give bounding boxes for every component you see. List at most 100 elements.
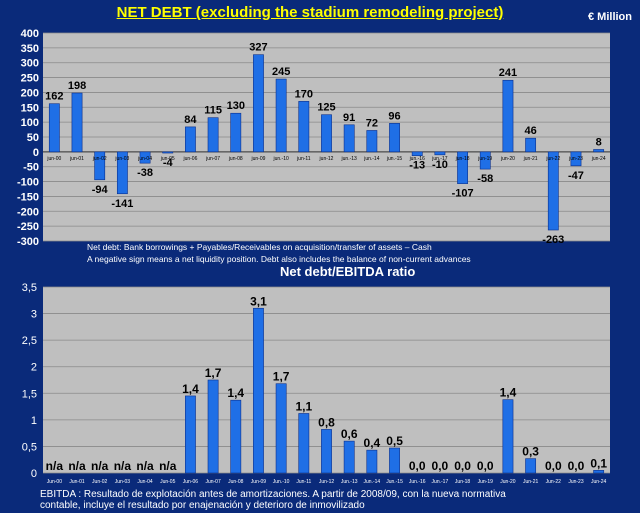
bar: [479, 151, 491, 170]
y-tick-label: 0: [31, 468, 37, 480]
x-tick-label: jun-05: [160, 156, 175, 162]
data-label: 115: [204, 105, 222, 117]
x-tick-label: jun-00: [46, 156, 61, 162]
data-label: 1,4: [500, 386, 517, 400]
x-tick-label: Jun.-13: [341, 479, 358, 485]
bar: [411, 151, 423, 157]
ratio-chart-title: Net debt/EBITDA ratio: [280, 264, 416, 279]
data-label: n/a: [46, 459, 64, 473]
data-label: 91: [343, 112, 355, 124]
x-tick-label: Jun-24: [591, 479, 607, 485]
x-tick-label: jun-18: [455, 156, 470, 162]
bar: [343, 124, 355, 153]
x-tick-label: Jun-11: [296, 479, 311, 485]
x-tick-label: jun-09: [251, 156, 266, 162]
x-tick-label: jun-22: [545, 156, 560, 162]
data-label: 72: [366, 117, 378, 129]
data-label: n/a: [68, 459, 86, 473]
data-label: -94: [92, 184, 109, 196]
x-tick-label: jun-04: [137, 156, 152, 162]
bar: [207, 379, 219, 474]
x-tick-label: jun-07: [205, 156, 220, 162]
x-tick-label: jun-02: [92, 156, 107, 162]
unit-label: € Million: [588, 11, 632, 23]
ebitda-footnote-line1: EBITDA : Resultado de explotación antes …: [40, 489, 506, 500]
x-tick-label: jun.-13: [341, 156, 358, 162]
x-tick-label: jun-20: [500, 156, 515, 162]
bar: [343, 440, 355, 474]
bar: [116, 151, 128, 195]
bar: [185, 126, 196, 153]
x-tick-label: Jun.-14: [364, 479, 381, 485]
data-label: 8: [596, 136, 602, 148]
data-label: 0,1: [590, 456, 607, 470]
data-label: 3,1: [250, 294, 267, 308]
y-tick-label: 3,5: [22, 282, 37, 294]
bar: [230, 399, 242, 474]
bar: [389, 447, 400, 474]
data-label: 125: [317, 102, 335, 114]
x-tick-label: Jun-02: [92, 479, 108, 485]
data-label: 0,5: [386, 434, 403, 448]
bar: [275, 78, 287, 153]
x-tick-label: Jun-22: [546, 479, 562, 485]
data-label: 0,0: [409, 459, 426, 473]
x-tick-label: jun.-17: [431, 156, 448, 162]
data-label: 1,1: [295, 399, 312, 413]
bar: [321, 114, 332, 153]
data-label: -263: [542, 234, 564, 246]
data-label: n/a: [91, 459, 109, 473]
data-label: -13: [409, 160, 425, 172]
y-tick-label: -50: [23, 162, 39, 174]
y-tick-label: -100: [17, 177, 39, 189]
y-tick-label: -200: [17, 206, 39, 218]
bar: [321, 429, 332, 474]
data-label: -38: [137, 167, 153, 179]
data-label: 0,0: [432, 459, 449, 473]
x-tick-label: Jun-05: [160, 479, 176, 485]
bar: [94, 151, 106, 181]
data-label: 0,0: [454, 459, 471, 473]
bar: [502, 79, 514, 153]
x-tick-label: Jun-07: [205, 479, 221, 485]
data-label: 1,7: [205, 366, 222, 380]
bar: [525, 458, 537, 474]
bar: [253, 307, 264, 474]
y-tick-label: 100: [21, 117, 39, 129]
data-label: -47: [568, 170, 584, 182]
data-label: 162: [45, 91, 63, 103]
y-tick-label: -250: [17, 221, 39, 233]
data-label: 198: [68, 80, 86, 92]
bar: [275, 383, 287, 474]
data-label: 1,4: [227, 386, 244, 400]
ebitda-footnote-line2: contable, incluye el resultado por enaje…: [40, 500, 365, 511]
x-tick-label: jun-23: [568, 156, 583, 162]
x-tick-label: Jun-01: [69, 479, 85, 485]
x-tick-label: jun-19: [477, 156, 492, 162]
data-label: 84: [184, 114, 197, 126]
bar: [230, 112, 242, 153]
y-tick-label: 200: [21, 87, 39, 99]
data-label: -4: [163, 157, 174, 169]
x-tick-label: jun-12: [319, 156, 334, 162]
x-tick-label: Jun-09: [251, 479, 267, 485]
bar: [434, 151, 446, 156]
data-label: 0,3: [522, 445, 539, 459]
data-label: -10: [432, 159, 448, 171]
y-tick-label: 2: [31, 362, 37, 374]
x-tick-label: Jun-03: [115, 479, 131, 485]
chart-title: NET DEBT (excluding the stadium remodeli…: [116, 4, 504, 21]
x-tick-label: jun.-14: [363, 156, 380, 162]
bar: [570, 151, 582, 167]
x-tick-label: Jun-08: [228, 479, 244, 485]
bar: [389, 123, 400, 153]
x-tick-label: Jun-12: [319, 479, 335, 485]
y-tick-label: 250: [21, 73, 39, 85]
data-label: -107: [452, 188, 474, 200]
data-label: 1,4: [182, 382, 199, 396]
y-tick-label: 1,5: [22, 388, 37, 400]
bar: [457, 151, 468, 184]
bar: [207, 117, 219, 153]
data-label: 0,8: [318, 415, 335, 429]
